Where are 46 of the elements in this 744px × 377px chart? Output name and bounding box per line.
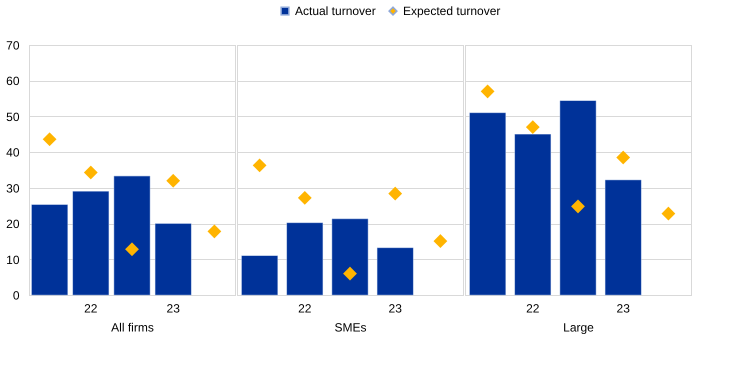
legend-label: Expected turnover [403, 4, 500, 18]
bar [72, 191, 110, 296]
bar [31, 204, 68, 296]
point [208, 224, 222, 238]
x-axis-title: Large [563, 320, 594, 334]
bar [514, 134, 552, 296]
point [571, 200, 585, 214]
x-axis-title: SMEs [334, 320, 367, 334]
point [388, 186, 402, 200]
point [298, 190, 312, 205]
y-tick-label: 40 [6, 146, 20, 160]
y-tick-label: 30 [6, 181, 20, 196]
point [662, 206, 676, 220]
bar [560, 100, 596, 296]
y-tick-label: 20 [6, 217, 20, 232]
bar [469, 112, 506, 296]
point [166, 174, 180, 188]
point [42, 132, 56, 146]
bar [154, 223, 192, 296]
bar [286, 222, 324, 296]
y-tick-label: 70 [6, 38, 20, 52]
point [343, 266, 357, 280]
bar [376, 248, 414, 296]
bar [114, 176, 150, 296]
point [526, 120, 540, 134]
x-tick-label: 22 [298, 302, 312, 316]
point [252, 158, 266, 172]
legend-label: Actual turnover [295, 4, 376, 18]
x-tick-label: 23 [616, 302, 630, 316]
x-tick-label: 23 [166, 302, 180, 316]
x-tick-label: 23 [388, 302, 402, 316]
bar [241, 255, 278, 296]
point [84, 166, 98, 180]
bar [332, 218, 368, 296]
point [480, 84, 494, 98]
y-tick-label: 50 [6, 110, 20, 124]
x-axis-title: All firms [111, 320, 154, 334]
x-tick-label: 22 [526, 302, 540, 316]
point [434, 234, 448, 248]
x-tick-label: 22 [84, 302, 98, 316]
bar [604, 180, 642, 296]
y-tick-label: 0 [12, 288, 20, 302]
point [616, 150, 630, 164]
y-tick-label: 60 [6, 74, 20, 88]
point [125, 242, 139, 256]
y-tick-label: 10 [6, 252, 20, 267]
